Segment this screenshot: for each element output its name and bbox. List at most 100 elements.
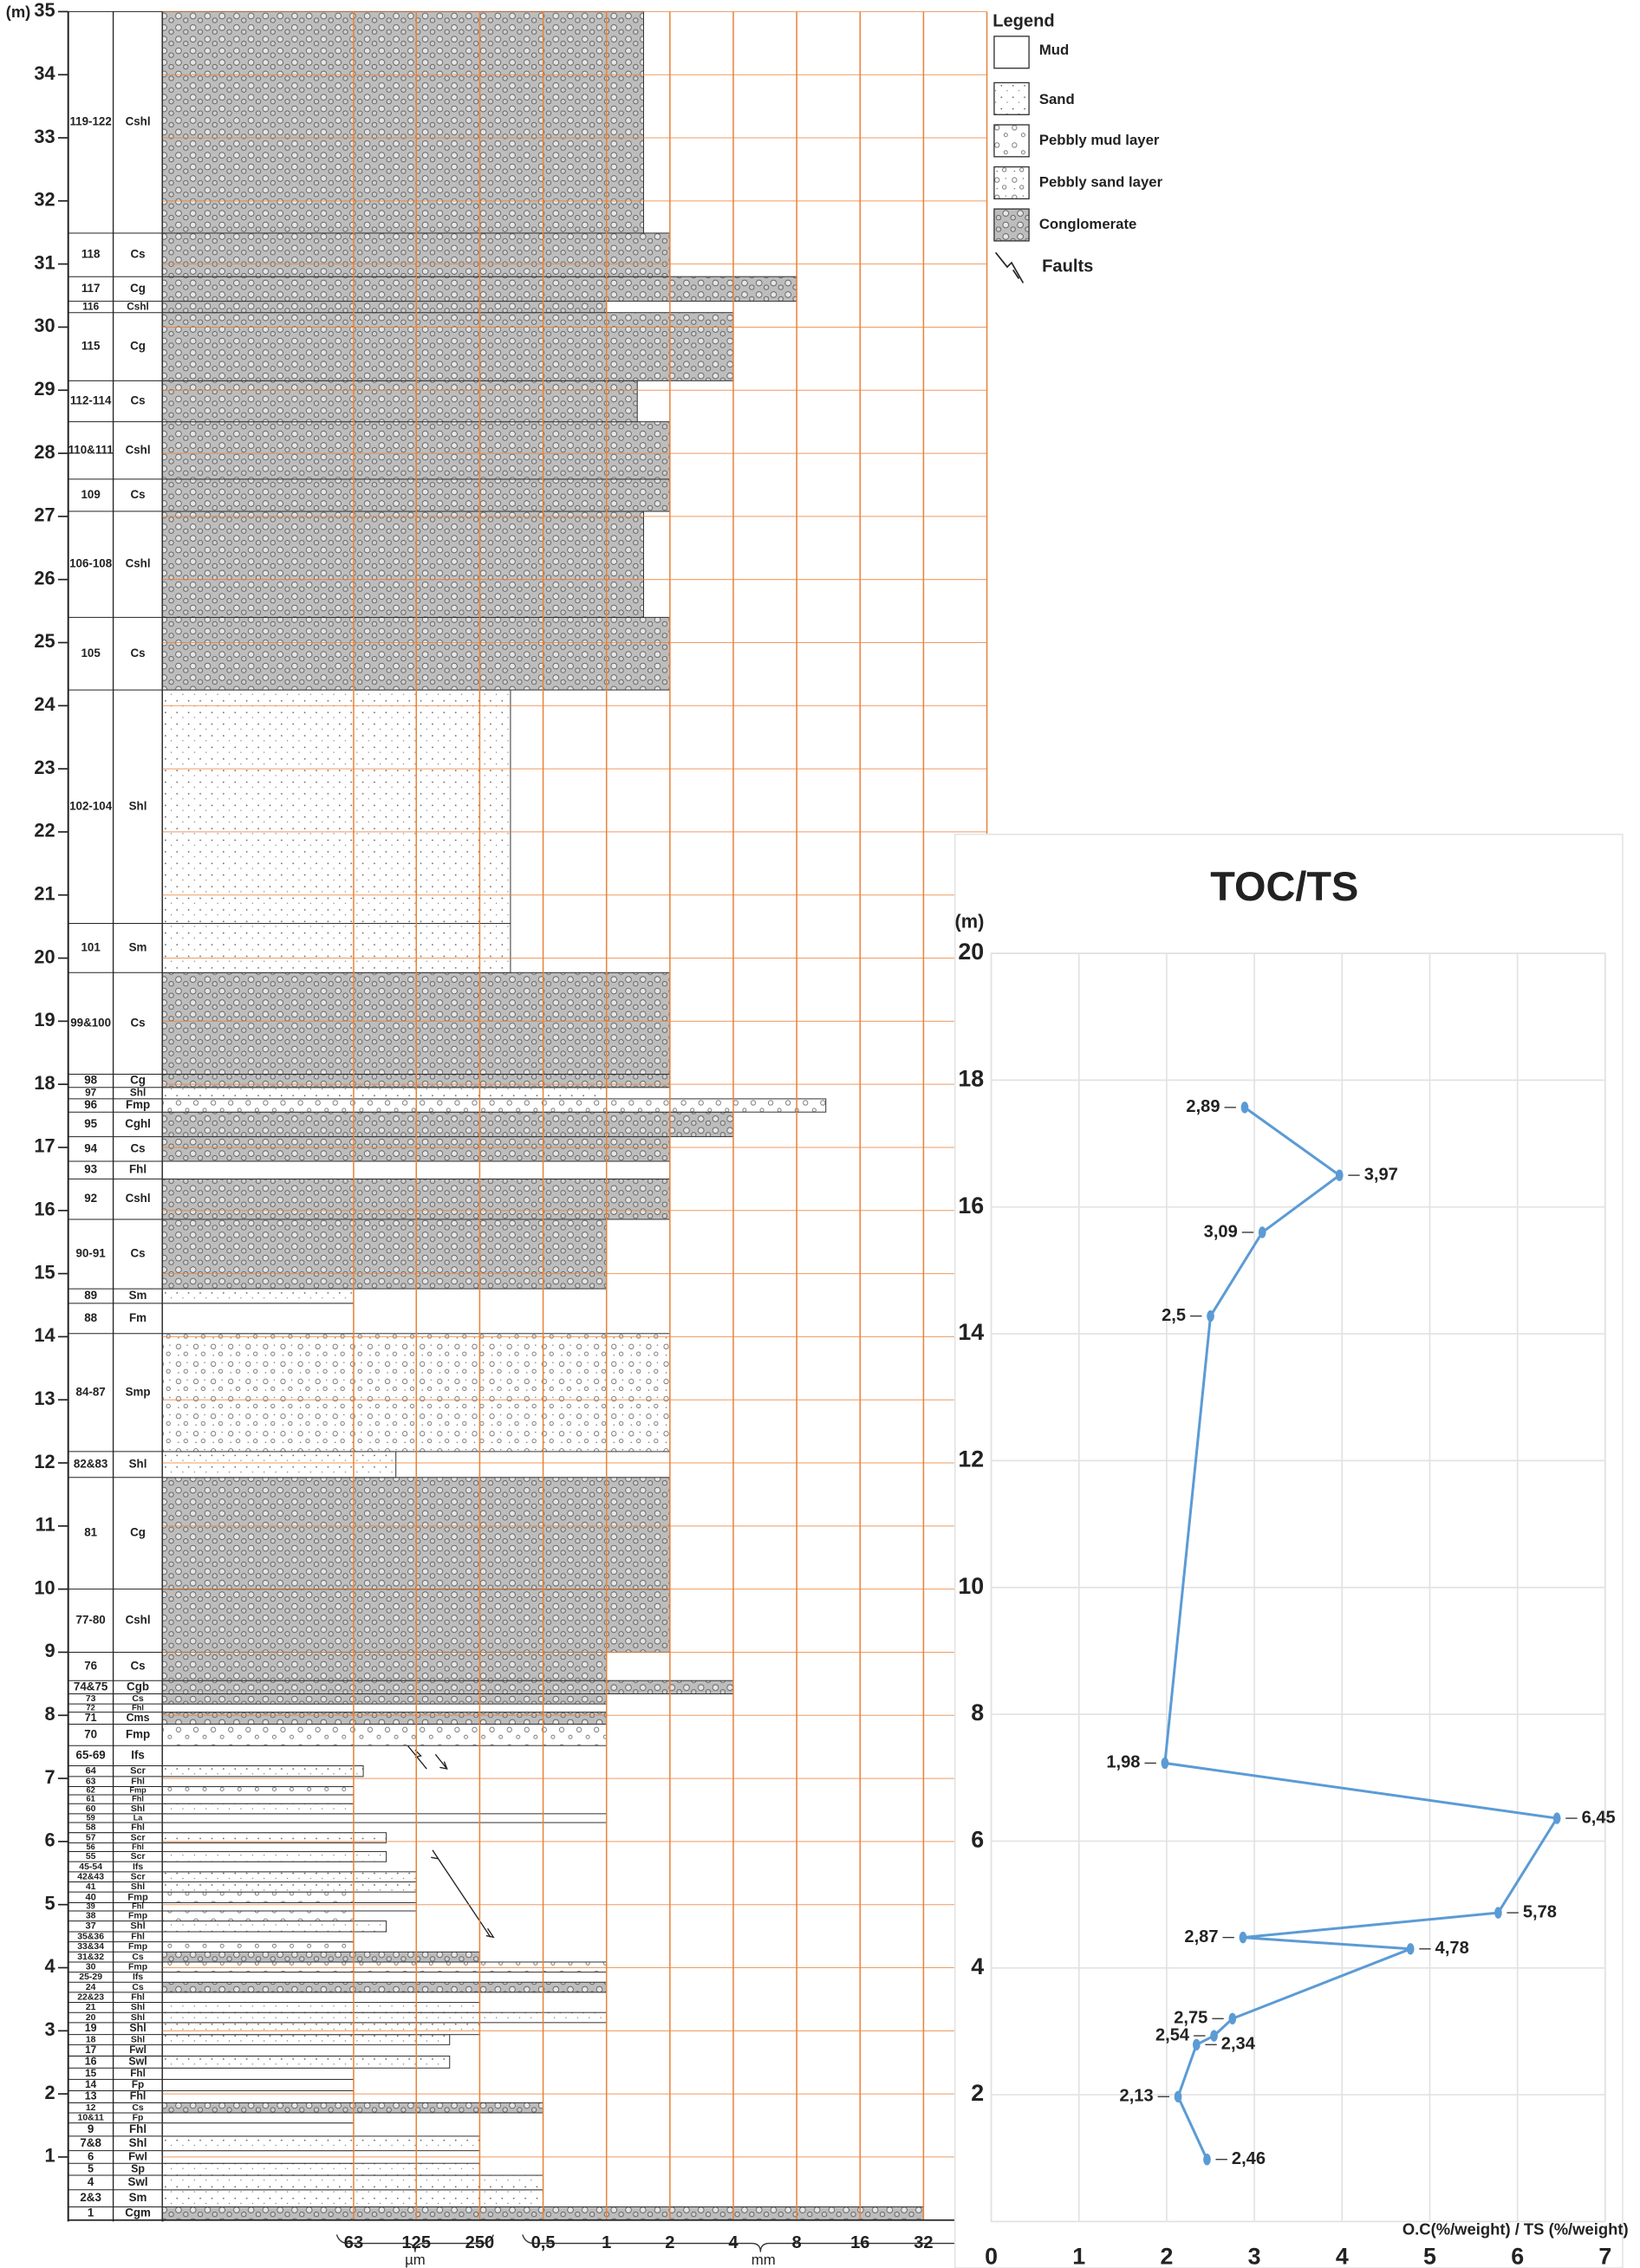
- y-tick-label: 22: [34, 820, 55, 842]
- bed: [163, 2123, 354, 2136]
- legend-title: Legend: [992, 11, 1054, 30]
- facies-code: Shl: [129, 2136, 147, 2149]
- facies-code: Fhl: [130, 2090, 146, 2102]
- facies-code: Fhl: [132, 1902, 144, 1911]
- bed: [163, 1911, 354, 1921]
- data-label: 2,46: [1232, 2149, 1266, 2168]
- data-label: 5,78: [1523, 1902, 1557, 1921]
- figure: (m) µm mm Legend Mud Sand Pebbly mud lay…: [0, 0, 1640, 2268]
- facies-code: Fhl: [131, 1777, 145, 1786]
- facies-code: Cs: [131, 1659, 146, 1672]
- bed-number: 37: [85, 1921, 95, 1932]
- legend-label: Sand: [1039, 91, 1075, 107]
- y-tick-label: 18: [958, 1065, 984, 1091]
- bed: [163, 2035, 450, 2045]
- bed: [163, 2056, 450, 2068]
- bed: [163, 1766, 364, 1777]
- x-tick-label: 2: [1160, 2243, 1173, 2268]
- data-label: 4,78: [1435, 1939, 1469, 1958]
- y-tick-label: 24: [34, 693, 55, 715]
- facies-code: Fmp: [126, 1727, 150, 1740]
- y-tick-label: 31: [34, 251, 55, 273]
- bed-number: 82&83: [74, 1457, 107, 1470]
- facies-code: Fhl: [130, 2068, 146, 2079]
- legend-label: Conglomerate: [1039, 216, 1137, 232]
- bed-number: 45-54: [79, 1862, 102, 1872]
- bed: [163, 1745, 354, 1765]
- facies-code: Shl: [129, 799, 147, 812]
- depth-axis-title: (m): [6, 3, 31, 21]
- data-point: [1228, 2013, 1236, 2024]
- y-tick-label: 4: [45, 1955, 55, 1977]
- facies-code: Cshl: [126, 1614, 151, 1627]
- bed-number: 99&100: [70, 1016, 111, 1029]
- bed-number: 57: [86, 1833, 96, 1842]
- bed: [163, 2113, 354, 2123]
- bed-number: 39: [87, 1902, 95, 1911]
- facies-code: Fhl: [131, 1992, 145, 2002]
- bed: [163, 2163, 480, 2175]
- bed: [163, 2079, 354, 2090]
- x-tick-label: 5: [1423, 2243, 1436, 2268]
- bed: [163, 1881, 417, 1892]
- bed: [163, 1112, 733, 1136]
- bed: [163, 1942, 354, 1953]
- facies-code: Cg: [130, 282, 146, 295]
- bed-number: 89: [84, 1289, 97, 1302]
- bed-number: 1: [88, 2206, 94, 2219]
- y-tick-label: 10: [958, 1573, 984, 1599]
- y-tick-label: 25: [34, 630, 55, 652]
- data-label: 2,13: [1120, 2087, 1154, 2106]
- facies-code: Sp: [131, 2162, 145, 2174]
- bed: [163, 1694, 607, 1705]
- bed-number: 98: [84, 1074, 97, 1087]
- y-tick-label: 30: [34, 315, 55, 336]
- facies-code: Cs: [132, 1953, 144, 1962]
- bed-number: 88: [84, 1311, 97, 1324]
- bed: [163, 690, 511, 923]
- y-tick-label: 28: [34, 441, 55, 463]
- bed: [163, 2003, 480, 2013]
- facies-code: Ifs: [131, 1748, 145, 1761]
- legend-swatch: [994, 36, 1029, 68]
- bed-number: 35&36: [77, 1933, 104, 1942]
- data-label: 6,45: [1582, 1808, 1616, 1827]
- bed: [163, 1903, 417, 1911]
- y-tick-label: 7: [45, 1766, 55, 1788]
- facies-code: Fmp: [128, 1912, 147, 1921]
- x-tick-label: 7: [1598, 2243, 1611, 2268]
- y-tick-label: 17: [34, 1135, 55, 1157]
- facies-code: Fmp: [128, 1942, 147, 1952]
- bed-number: 15: [85, 2068, 97, 2079]
- facies-code: La: [133, 1813, 144, 1822]
- y-tick-label: 2: [971, 2080, 984, 2106]
- bed: [163, 1852, 387, 1862]
- bed-number: 117: [81, 282, 101, 295]
- bed-number: 71: [85, 1712, 97, 1724]
- bed-number: 38: [86, 1912, 96, 1921]
- facies-code: Shl: [130, 1087, 146, 1098]
- facies-code: Fwl: [128, 2149, 147, 2162]
- legend-swatch: [994, 167, 1029, 199]
- bed-number: 24: [86, 1983, 96, 1992]
- bed: [163, 1219, 607, 1289]
- bed-number: 19: [85, 2022, 97, 2034]
- facies-code: Cs: [132, 1983, 144, 1992]
- bed: [163, 1303, 354, 1334]
- bed-number: 70: [84, 1727, 97, 1740]
- legend-swatch: [994, 209, 1029, 241]
- bed-number: 105: [81, 647, 101, 660]
- facies-code: Cs: [131, 488, 146, 501]
- y-tick-label: 1: [45, 2145, 55, 2167]
- x-tick-label: 63: [344, 2233, 363, 2252]
- data-point: [1494, 1907, 1502, 1918]
- facies-code: Fhl: [131, 1933, 145, 1942]
- bed: [163, 2012, 607, 2023]
- facies-code: Scr: [131, 1852, 146, 1862]
- facies-code: Fmp: [126, 1098, 150, 1111]
- bed-number: 18: [86, 2035, 96, 2044]
- panel: [955, 835, 1623, 2268]
- bed: [163, 1680, 733, 1693]
- unit-label: mm: [752, 2252, 776, 2268]
- data-point: [1240, 1932, 1247, 1943]
